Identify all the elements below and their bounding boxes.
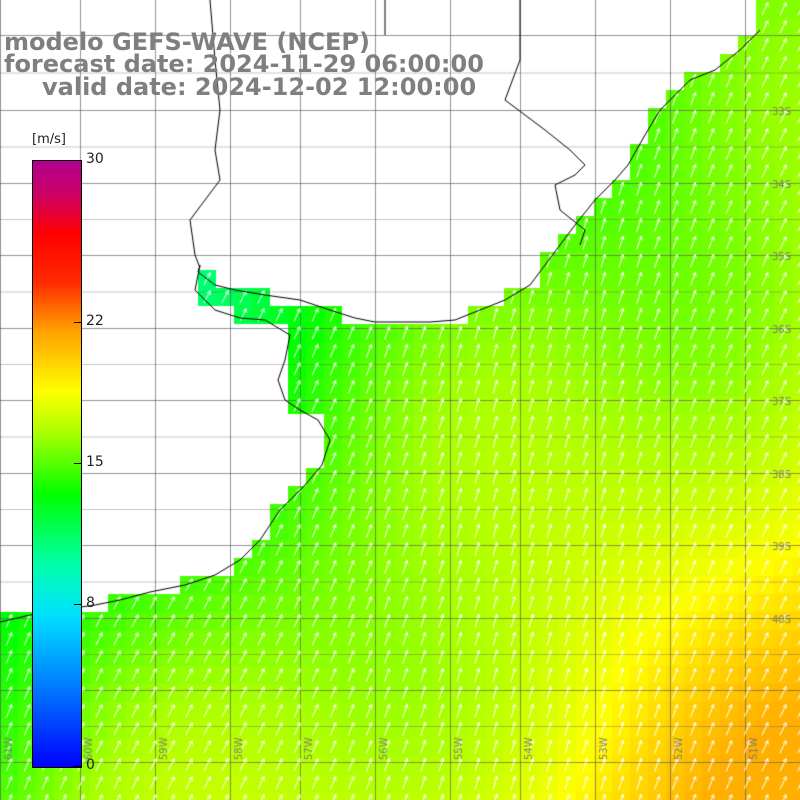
legend-units: [m/s] (32, 132, 66, 147)
colorbar-tick-label: 15 (86, 454, 104, 470)
colorbar-tick-mark (74, 321, 82, 323)
colorbar-tick-label: 22 (86, 312, 104, 329)
colorbar-tick-mark (74, 604, 82, 606)
model-title: modelo GEFS-WAVE (NCEP) (4, 28, 370, 56)
colorbar-tick-label: 30 (86, 151, 104, 167)
colorbar-tick-mark (74, 160, 82, 161)
colorbar-tick-mark (74, 766, 82, 767)
valid-date: valid date: 2024-12-02 12:00:00 (42, 73, 477, 101)
colorbar (32, 160, 82, 768)
colorbar-tick-mark (74, 463, 82, 464)
colorbar-tick-label: 0 (86, 757, 95, 773)
forecast-date: forecast date: 2024-11-29 06:00:00 (4, 50, 484, 78)
colorbar-tick-label: 8 (86, 595, 95, 612)
